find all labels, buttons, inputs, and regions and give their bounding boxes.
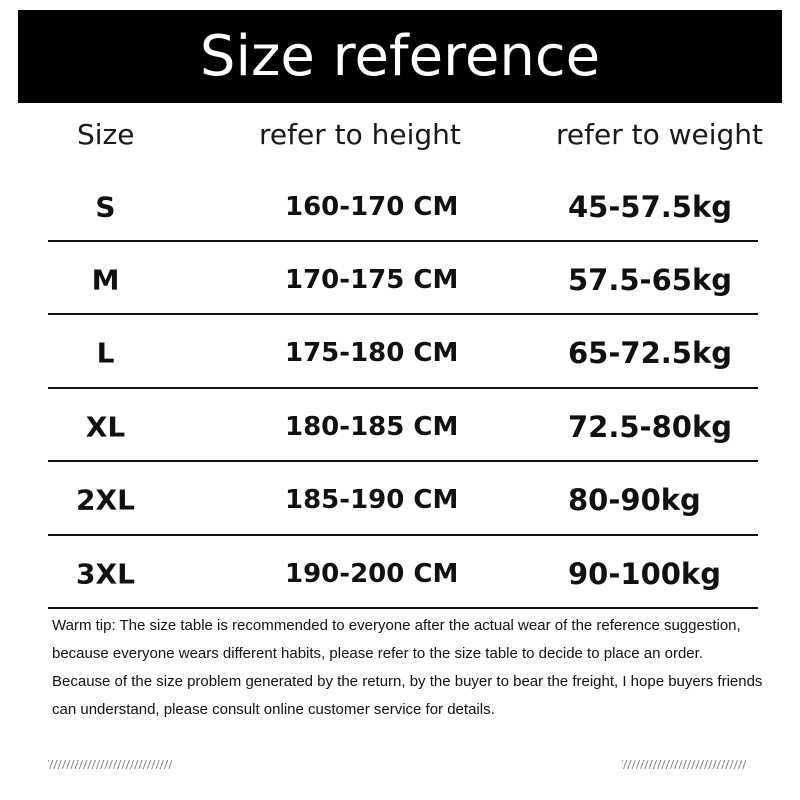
tip-text: Because of the size problem generated by… xyxy=(52,673,763,718)
header-height: refer to height xyxy=(259,118,461,151)
cell-weight: 72.5-80kg xyxy=(568,409,732,444)
table-row: XL 180-185 CM 72.5-80kg xyxy=(48,390,758,463)
decorative-hatch xyxy=(622,760,746,769)
row-divider xyxy=(48,460,758,463)
table-row: M 170-175 CM 57.5-65kg xyxy=(48,243,758,316)
cell-height: 160-170 CM xyxy=(285,191,459,222)
cell-height: 170-175 CM xyxy=(285,264,459,295)
cell-weight: 65-72.5kg xyxy=(568,336,732,371)
cell-height: 190-200 CM xyxy=(285,558,459,589)
header-weight: refer to weight xyxy=(556,118,764,151)
warm-tip: Warm tip: The size table is recommended … xyxy=(52,612,772,724)
cell-height: 175-180 CM xyxy=(285,338,459,369)
cell-size: 3XL xyxy=(76,557,135,590)
row-divider xyxy=(48,386,758,389)
row-divider xyxy=(48,607,758,609)
table-row: 2XL 185-190 CM 80-90kg xyxy=(48,464,758,537)
page-title: Size reference xyxy=(199,24,601,89)
table-row: S 160-170 CM 45-57.5kg xyxy=(48,170,758,243)
cell-size: XL xyxy=(85,410,126,444)
decorative-hatch xyxy=(48,760,172,769)
cell-weight: 45-57.5kg xyxy=(568,189,732,224)
row-divider xyxy=(48,313,758,316)
tip-text: Warm tip: The size table is recommended … xyxy=(52,617,741,662)
header-size: Size xyxy=(77,118,135,151)
table-row: L 175-180 CM 65-72.5kg xyxy=(48,317,758,390)
cell-height: 185-190 CM xyxy=(285,485,459,516)
row-divider xyxy=(48,533,758,536)
cell-size: 2XL xyxy=(76,483,135,517)
cell-weight: 90-100kg xyxy=(568,556,721,591)
table-row: 3XL 190-200 CM 90-100kg xyxy=(48,537,758,610)
title-banner: Size reference xyxy=(18,10,782,103)
cell-size: S xyxy=(95,190,116,223)
cell-weight: 57.5-65kg xyxy=(568,262,732,297)
row-divider xyxy=(48,240,758,242)
cell-weight: 80-90kg xyxy=(568,483,701,518)
cell-size: L xyxy=(96,336,115,370)
cell-height: 180-185 CM xyxy=(285,411,459,442)
cell-size: M xyxy=(91,263,120,297)
